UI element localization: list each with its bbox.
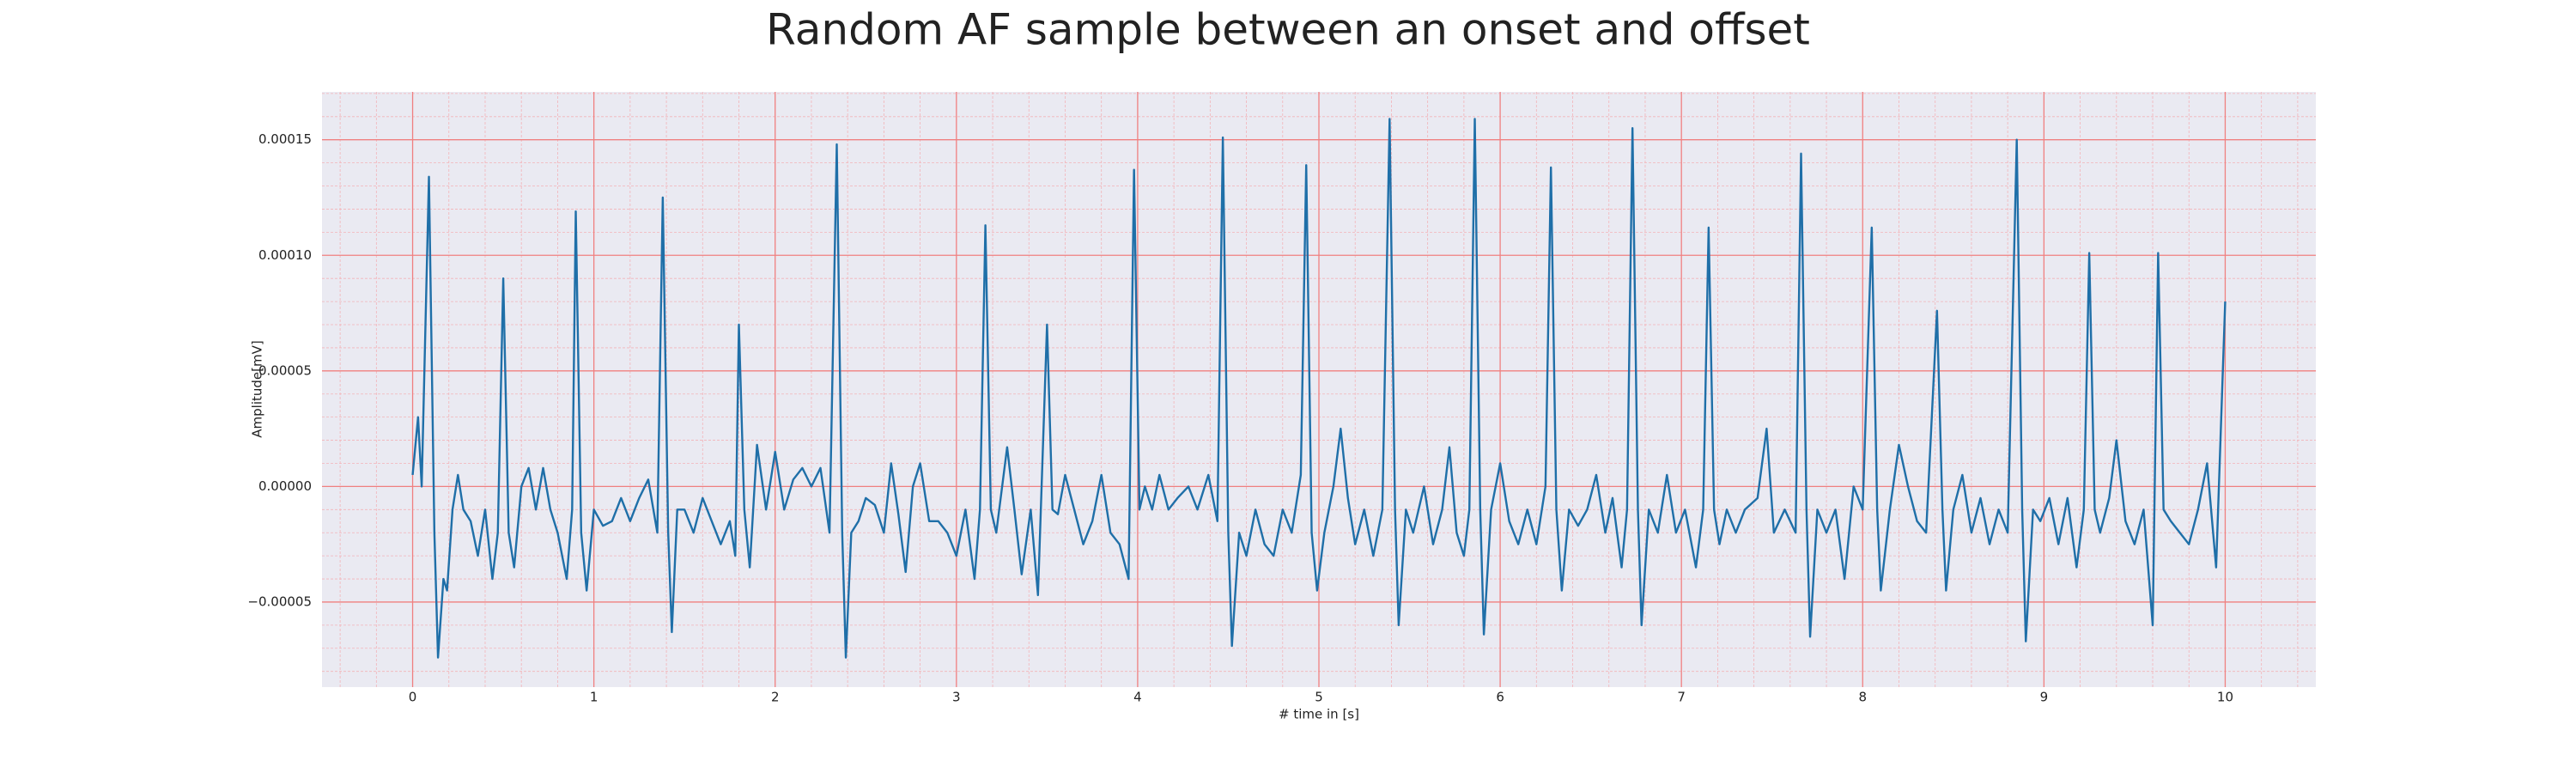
- x-axis-label: # time in [s]: [1279, 707, 1359, 722]
- chart-title: Random AF sample between an onset and of…: [766, 5, 1810, 55]
- y-axis-label: Amplitude[mV]: [250, 340, 265, 437]
- y-tick-label: −0.00005: [247, 593, 312, 609]
- x-tick-label: 5: [1315, 690, 1323, 705]
- x-tick-label: 10: [2217, 690, 2233, 705]
- x-tick-label: 3: [952, 690, 961, 705]
- x-tick-label: 2: [771, 690, 780, 705]
- y-tick-label: 0.00005: [258, 362, 312, 378]
- y-tick-label: 0.00000: [258, 478, 312, 494]
- y-tick-label: 0.00015: [258, 131, 312, 147]
- signal-line: [411, 118, 2227, 659]
- x-tick-label: 8: [1858, 690, 1867, 705]
- x-tick-label: 6: [1496, 690, 1504, 705]
- x-tick-label: 9: [2040, 690, 2049, 705]
- x-tick-label: 1: [590, 690, 598, 705]
- x-tick-label: 7: [1677, 690, 1686, 705]
- x-tick-label: 4: [1133, 690, 1142, 705]
- y-tick-label: 0.00010: [258, 247, 312, 263]
- x-tick-label: 0: [409, 690, 417, 705]
